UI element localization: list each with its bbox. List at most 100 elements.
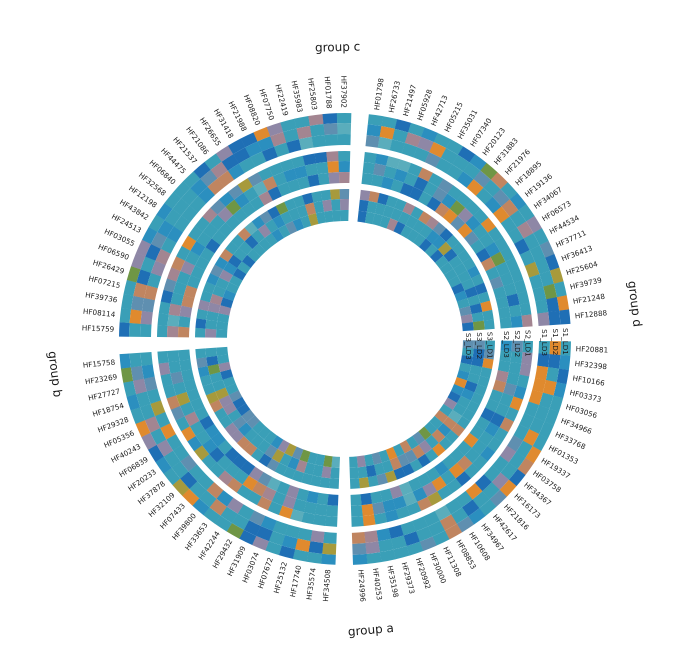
heatmap-cell xyxy=(264,233,278,247)
heatmap-cell xyxy=(157,324,168,338)
heatmap-cell xyxy=(307,174,320,187)
heatmap-cell xyxy=(181,205,198,223)
heatmap-cell xyxy=(190,397,205,412)
heatmap-cell xyxy=(322,113,338,125)
heatmap-cell xyxy=(179,305,193,318)
heatmap-cell xyxy=(357,466,368,479)
heatmap-cell xyxy=(284,443,297,457)
heatmap-cell xyxy=(508,304,522,318)
heatmap-cell xyxy=(492,379,507,393)
heatmap-cell xyxy=(509,396,523,411)
heatmap-cell xyxy=(275,201,289,215)
heatmap-cell xyxy=(543,283,557,300)
heatmap-cell xyxy=(384,509,399,523)
heatmap-cell xyxy=(424,152,442,168)
heatmap-cell xyxy=(140,310,153,325)
heatmap-cell xyxy=(330,189,341,200)
heatmap-cell xyxy=(315,211,326,225)
heatmap-cell xyxy=(487,226,503,243)
gene-label: HF37902 xyxy=(339,76,348,108)
heatmap-cell xyxy=(472,223,488,240)
heatmap-cell xyxy=(167,267,181,282)
heatmap-cell xyxy=(205,391,219,405)
heatmap-cell xyxy=(232,396,247,410)
heatmap-cell xyxy=(376,528,392,542)
heatmap-cell xyxy=(302,153,317,166)
heatmap-cell xyxy=(457,223,473,239)
heatmap-cell xyxy=(271,491,287,506)
heatmap-cell xyxy=(499,417,514,433)
heatmap-cell xyxy=(398,481,413,496)
heatmap-cell xyxy=(283,466,296,480)
heatmap-cell xyxy=(271,448,285,463)
heatmap-cell xyxy=(489,489,507,507)
heatmap-cell xyxy=(402,491,418,507)
gene-label: HF35574 xyxy=(304,567,317,601)
heatmap-cell xyxy=(480,300,493,312)
heatmap-cell xyxy=(359,189,371,202)
heatmap-cell xyxy=(393,168,408,183)
heatmap-cell xyxy=(464,231,480,246)
heatmap-cell xyxy=(545,367,559,383)
heatmap-cell xyxy=(131,252,146,270)
heatmap-cell xyxy=(451,242,466,256)
heatmap-cell xyxy=(225,241,239,255)
heatmap-cell xyxy=(463,432,479,448)
heatmap-cell xyxy=(323,455,333,468)
heatmap-cell xyxy=(446,139,464,155)
heatmap-cell xyxy=(272,171,288,187)
heatmap-cell xyxy=(381,460,394,474)
heatmap-cell xyxy=(449,447,465,463)
heatmap-cell xyxy=(508,468,526,487)
heatmap-cell xyxy=(389,485,403,500)
heatmap-cell xyxy=(309,124,325,137)
heatmap-cell xyxy=(233,247,248,262)
track-layer-label: S2_LD1 xyxy=(523,330,532,357)
heatmap-cell xyxy=(440,148,459,165)
heatmap-cell xyxy=(510,315,523,328)
heatmap-cell xyxy=(471,273,485,287)
heatmap-cell xyxy=(296,125,312,140)
gene-label: HF10166 xyxy=(572,373,606,387)
heatmap-cell xyxy=(467,294,481,307)
heatmap-cell xyxy=(461,347,474,357)
heatmap-cell xyxy=(464,380,478,393)
heatmap-cell xyxy=(327,494,339,506)
heatmap-cell xyxy=(456,369,470,381)
heatmap-cell xyxy=(183,378,198,392)
heatmap-cell xyxy=(129,309,142,324)
heatmap-cell xyxy=(163,278,177,293)
heatmap-cell xyxy=(240,132,258,148)
heatmap-cell xyxy=(220,297,234,309)
heatmap-cell xyxy=(559,309,571,325)
heatmap-cell xyxy=(383,165,398,180)
heatmap-cell xyxy=(368,191,380,203)
heatmap-cell xyxy=(534,257,550,275)
heatmap-cell xyxy=(276,481,291,496)
heatmap-cell xyxy=(304,202,317,216)
heatmap-cell xyxy=(437,485,453,500)
heatmap-cell xyxy=(451,507,469,524)
heatmap-cell xyxy=(206,272,220,286)
heatmap-cell xyxy=(480,257,496,272)
heatmap-cell xyxy=(241,254,256,269)
heatmap-cell xyxy=(228,254,243,269)
heatmap-cell xyxy=(164,191,182,210)
heatmap-cell xyxy=(352,542,367,555)
heatmap-cell xyxy=(373,462,386,476)
heatmap-cell xyxy=(214,407,228,421)
heatmap-cell xyxy=(435,255,449,269)
heatmap-cell xyxy=(516,221,534,239)
gene-label: HF26733 xyxy=(387,80,402,114)
heatmap-cell xyxy=(418,211,432,225)
heatmap-cell xyxy=(326,151,339,162)
heatmap-cell xyxy=(314,151,328,164)
heatmap-cell xyxy=(195,348,207,359)
heatmap-cell xyxy=(306,490,319,504)
heatmap-cells xyxy=(119,113,571,565)
heatmap-cell xyxy=(445,430,459,444)
heatmap-cell xyxy=(227,409,242,423)
heatmap-cell xyxy=(217,170,235,188)
heatmap-cell xyxy=(473,208,489,225)
heatmap-cell xyxy=(168,303,182,317)
